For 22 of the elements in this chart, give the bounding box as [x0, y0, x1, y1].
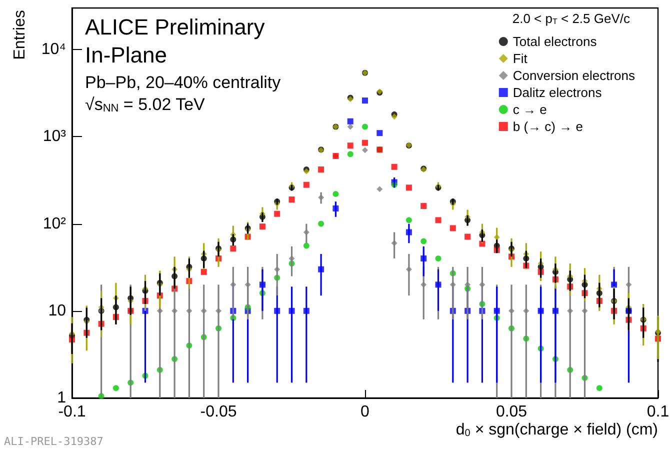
- y-axis-title: Entries: [12, 10, 28, 60]
- x-tick-label: -0.1: [58, 404, 86, 420]
- y-tick-label: 10²: [42, 215, 67, 232]
- legend-label: Conversion electrons: [512, 68, 636, 83]
- x-tick-label: -0.05: [200, 404, 237, 420]
- legend-label: Fit: [512, 51, 528, 66]
- legend-label: c → e: [512, 102, 547, 117]
- y-tick-label: 10: [48, 302, 66, 320]
- legend-label: Total electrons: [512, 34, 598, 49]
- annotation: In-Plane: [85, 42, 167, 68]
- text: ALI-PREL-319387: [4, 435, 104, 448]
- x-tick-label: 0.1: [646, 404, 670, 420]
- chart-title: ALICE Preliminary: [85, 14, 265, 40]
- annotation: Pb–Pb, 20–40% centrality: [85, 73, 282, 92]
- legend-title: 2.0 < pT < 2.5 GeV/c: [512, 11, 630, 26]
- y-tick-label: 10³: [42, 128, 67, 146]
- x-tick-label: 0.05: [496, 404, 528, 420]
- y-tick-label: 10⁴: [41, 41, 66, 58]
- legend-label: Dalitz electrons: [512, 85, 602, 100]
- legend-label: b (→ c) → e: [512, 119, 583, 134]
- y-tick-label: 1: [57, 390, 66, 406]
- x-tick-label: 0: [360, 404, 370, 420]
